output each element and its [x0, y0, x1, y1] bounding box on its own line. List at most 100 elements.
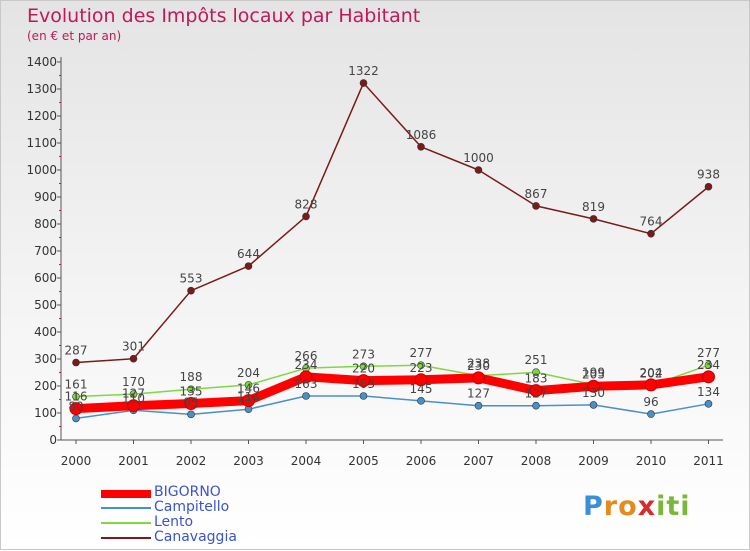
data-label-lento: 251	[525, 353, 548, 367]
data-label-lento: 266	[295, 349, 318, 363]
x-tick-label: 2008	[521, 454, 552, 468]
y-tick-label: 600	[34, 271, 57, 285]
data-point-campitello	[187, 410, 195, 419]
data-point-lento	[187, 385, 195, 394]
y-tick-label: 100	[34, 406, 57, 420]
data-point-bigorno	[587, 379, 600, 393]
y-tick-label: 1300	[26, 82, 57, 96]
data-label-canavaggia: 644	[237, 247, 260, 261]
x-tick-label: 2001	[118, 454, 149, 468]
data-point-campitello	[704, 400, 713, 408]
data-point-canavaggia	[417, 142, 425, 151]
legend-label-canavaggia: Canavaggia	[154, 529, 237, 545]
x-tick-label: 2010	[636, 454, 667, 468]
x-tick-label: 2000	[61, 454, 92, 468]
x-tick-label: 2004	[291, 454, 322, 468]
legend-label-bigorno: BIGORNO	[154, 484, 221, 500]
data-point-bigorno	[472, 371, 485, 385]
data-label-canavaggia: 287	[65, 344, 88, 358]
y-tick-label: 900	[34, 190, 57, 204]
logo-letter: i	[680, 491, 691, 522]
data-point-lento	[704, 361, 713, 370]
data-point-bigorno	[127, 399, 140, 413]
data-label-campitello: 130	[582, 386, 605, 400]
data-point-bigorno	[242, 394, 255, 408]
data-label-bigorno: 234	[295, 358, 318, 372]
data-label-lento: 202	[640, 366, 663, 380]
series-line-campitello	[75, 395, 710, 420]
data-point-lento	[417, 361, 425, 370]
data-label-canavaggia: 1086	[406, 128, 437, 142]
x-tick-label: 2002	[176, 454, 207, 468]
y-tick-label: 400	[34, 325, 57, 339]
data-point-campitello	[532, 401, 540, 410]
data-point-canavaggia	[589, 215, 598, 223]
data-point-canavaggia	[647, 229, 655, 238]
data-point-campitello	[359, 392, 368, 400]
data-label-campitello: 145	[410, 382, 433, 396]
data-point-lento	[244, 381, 253, 389]
legend-swatch-bigorno	[101, 490, 151, 498]
x-tick-label: 2009	[578, 454, 609, 468]
data-label-campitello: 134	[697, 385, 720, 399]
data-label-canavaggia: 867	[525, 187, 548, 201]
data-label-lento: 277	[410, 346, 433, 360]
series-line-canavaggia	[75, 82, 710, 364]
data-point-lento	[72, 392, 80, 401]
data-label-canavaggia: 819	[582, 200, 605, 214]
data-label-lento: 199	[582, 366, 605, 380]
data-point-bigorno	[414, 373, 428, 387]
proxiti-logo: Proxiti	[583, 491, 691, 522]
legend-swatch-lento	[101, 522, 151, 524]
y-tick-label: 500	[34, 298, 57, 312]
data-label-campitello: 96	[643, 395, 658, 409]
legend-swatch-campitello	[101, 507, 151, 509]
data-label-bigorno: 220	[352, 362, 375, 376]
data-label-canavaggia: 764	[640, 215, 663, 229]
data-point-canavaggia	[704, 182, 713, 191]
data-label-lento: 188	[180, 370, 203, 384]
logo-letter: i	[656, 491, 667, 522]
y-tick-label: 1000	[26, 163, 57, 177]
logo-letter: x	[637, 491, 657, 522]
y-tick-label: 0	[49, 433, 57, 447]
data-label-bigorno: 234	[697, 358, 720, 372]
data-point-bigorno	[644, 378, 658, 392]
data-label-campitello: 163	[352, 377, 375, 391]
data-point-canavaggia	[474, 166, 483, 174]
data-point-lento	[129, 390, 138, 398]
data-point-bigorno	[529, 384, 543, 398]
data-point-canavaggia	[359, 79, 368, 87]
data-label-lento: 238	[467, 357, 490, 371]
data-label-lento: 273	[352, 347, 375, 361]
data-point-canavaggia	[72, 358, 80, 367]
data-point-bigorno	[702, 370, 715, 384]
data-label-campitello: 95	[183, 395, 198, 409]
data-label-lento: 277	[697, 346, 720, 360]
data-label-bigorno: 116	[65, 390, 88, 404]
data-label-campitello: 110	[122, 391, 145, 405]
y-tick-label: 700	[34, 244, 57, 258]
chart-title: Evolution des Impôts locaux par Habitant	[27, 5, 421, 27]
data-point-bigorno	[184, 397, 198, 411]
data-point-campitello	[302, 392, 310, 400]
y-tick-label: 1100	[26, 136, 57, 150]
legend-label-campitello: Campitello	[154, 499, 230, 515]
data-point-bigorno	[299, 370, 313, 384]
data-label-canavaggia: 828	[295, 197, 318, 211]
data-label-campitello: 80	[68, 399, 83, 413]
data-point-campitello	[72, 414, 80, 423]
data-point-lento	[532, 368, 540, 377]
logo-letter: r	[603, 491, 619, 522]
y-tick-label: 1200	[26, 109, 57, 123]
data-point-campitello	[474, 401, 483, 410]
x-tick-label: 2011	[693, 454, 724, 468]
data-label-bigorno: 183	[525, 372, 548, 386]
data-label-campitello: 127	[467, 387, 490, 401]
legend-swatch-canavaggia	[101, 537, 151, 539]
data-point-bigorno	[357, 374, 370, 388]
data-label-campitello: 127	[525, 387, 548, 401]
data-label-bigorno: 146	[237, 382, 260, 396]
